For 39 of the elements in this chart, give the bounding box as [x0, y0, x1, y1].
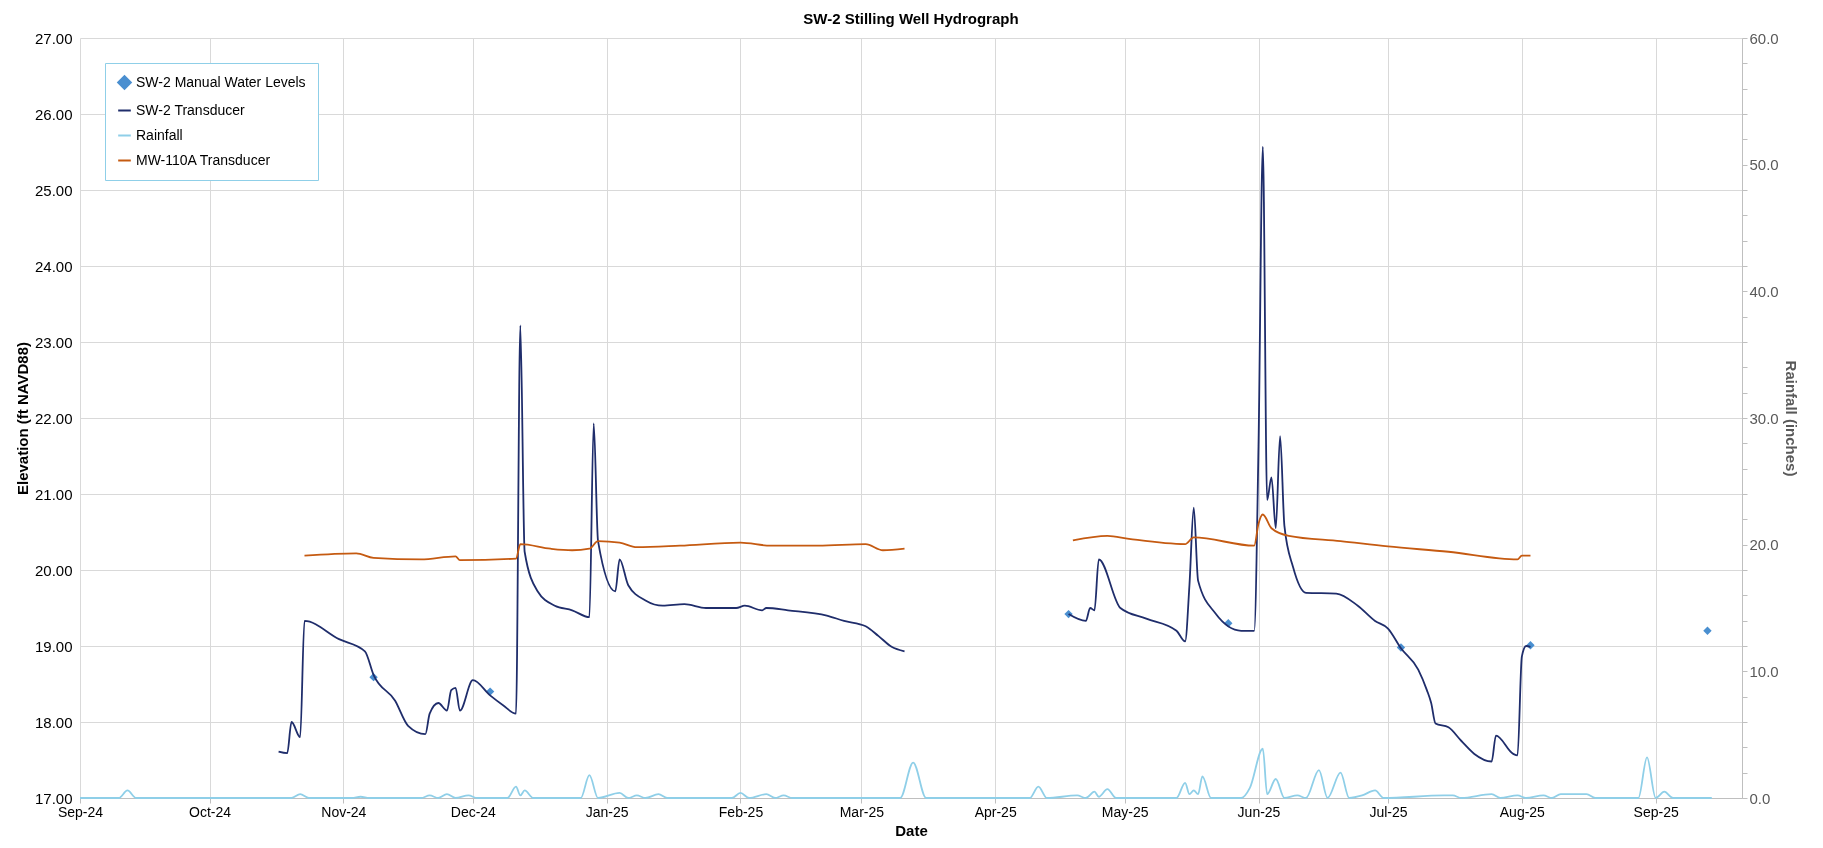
y-tick-label: 22.00	[34, 409, 73, 427]
legend-label: Rainfall	[136, 126, 183, 143]
y-tick-label: 25.00	[34, 181, 73, 199]
x-axis-title: Date	[895, 821, 928, 839]
y2-tick-label: 30.0	[1749, 409, 1779, 427]
y-tick-label: 18.00	[34, 713, 73, 731]
x-tick-label: Jun-25	[1237, 803, 1281, 820]
x-tick-label: Mar-25	[839, 803, 885, 820]
legend-label: SW-2 Transducer	[136, 101, 246, 118]
point	[1703, 626, 1712, 635]
y-tick-label: 19.00	[34, 637, 73, 655]
y-tick-label: 21.00	[34, 485, 73, 503]
y2-tick-label: 50.0	[1749, 156, 1779, 174]
y-axis-title: Elevation (ft NAVD88)	[13, 341, 31, 496]
y-tick-label: 20.00	[34, 561, 73, 579]
y-tick-label: 26.00	[34, 105, 73, 123]
x-tick-label: Dec-24	[450, 803, 497, 820]
y2-tick-label: 0.0	[1749, 789, 1771, 807]
y-tick-label: 24.00	[34, 257, 73, 275]
y2-tick-label: 60.0	[1749, 29, 1779, 47]
y2-tick-label: 20.0	[1749, 536, 1779, 554]
chart-title: SW-2 Stilling Well Hydrograph	[803, 10, 1019, 27]
x-tick-label: Jan-25	[585, 803, 629, 820]
legend-label: SW-2 Manual Water Levels	[136, 73, 306, 90]
y2-axis-title: Rainfall (inches)	[1782, 360, 1800, 477]
x-tick-label: Oct-24	[189, 803, 232, 820]
x-tick-label: Sep-25	[1633, 803, 1679, 820]
legend-label: MW-110A Transducer	[136, 151, 271, 168]
x-tick-label: Apr-25	[974, 803, 1017, 820]
x-tick-label: Jul-25	[1369, 803, 1408, 820]
y2-tick-label: 40.0	[1749, 282, 1779, 300]
x-tick-label: Nov-24	[321, 803, 367, 820]
y-tick-label: 23.00	[34, 333, 73, 351]
y-tick-label: 27.00	[34, 29, 73, 47]
x-tick-label: Feb-25	[718, 803, 764, 820]
line-series	[79, 747, 1713, 799]
x-tick-label: Aug-25	[1499, 803, 1546, 820]
y2-tick-label: 10.0	[1749, 662, 1779, 680]
x-tick-label: May-25	[1101, 803, 1149, 820]
